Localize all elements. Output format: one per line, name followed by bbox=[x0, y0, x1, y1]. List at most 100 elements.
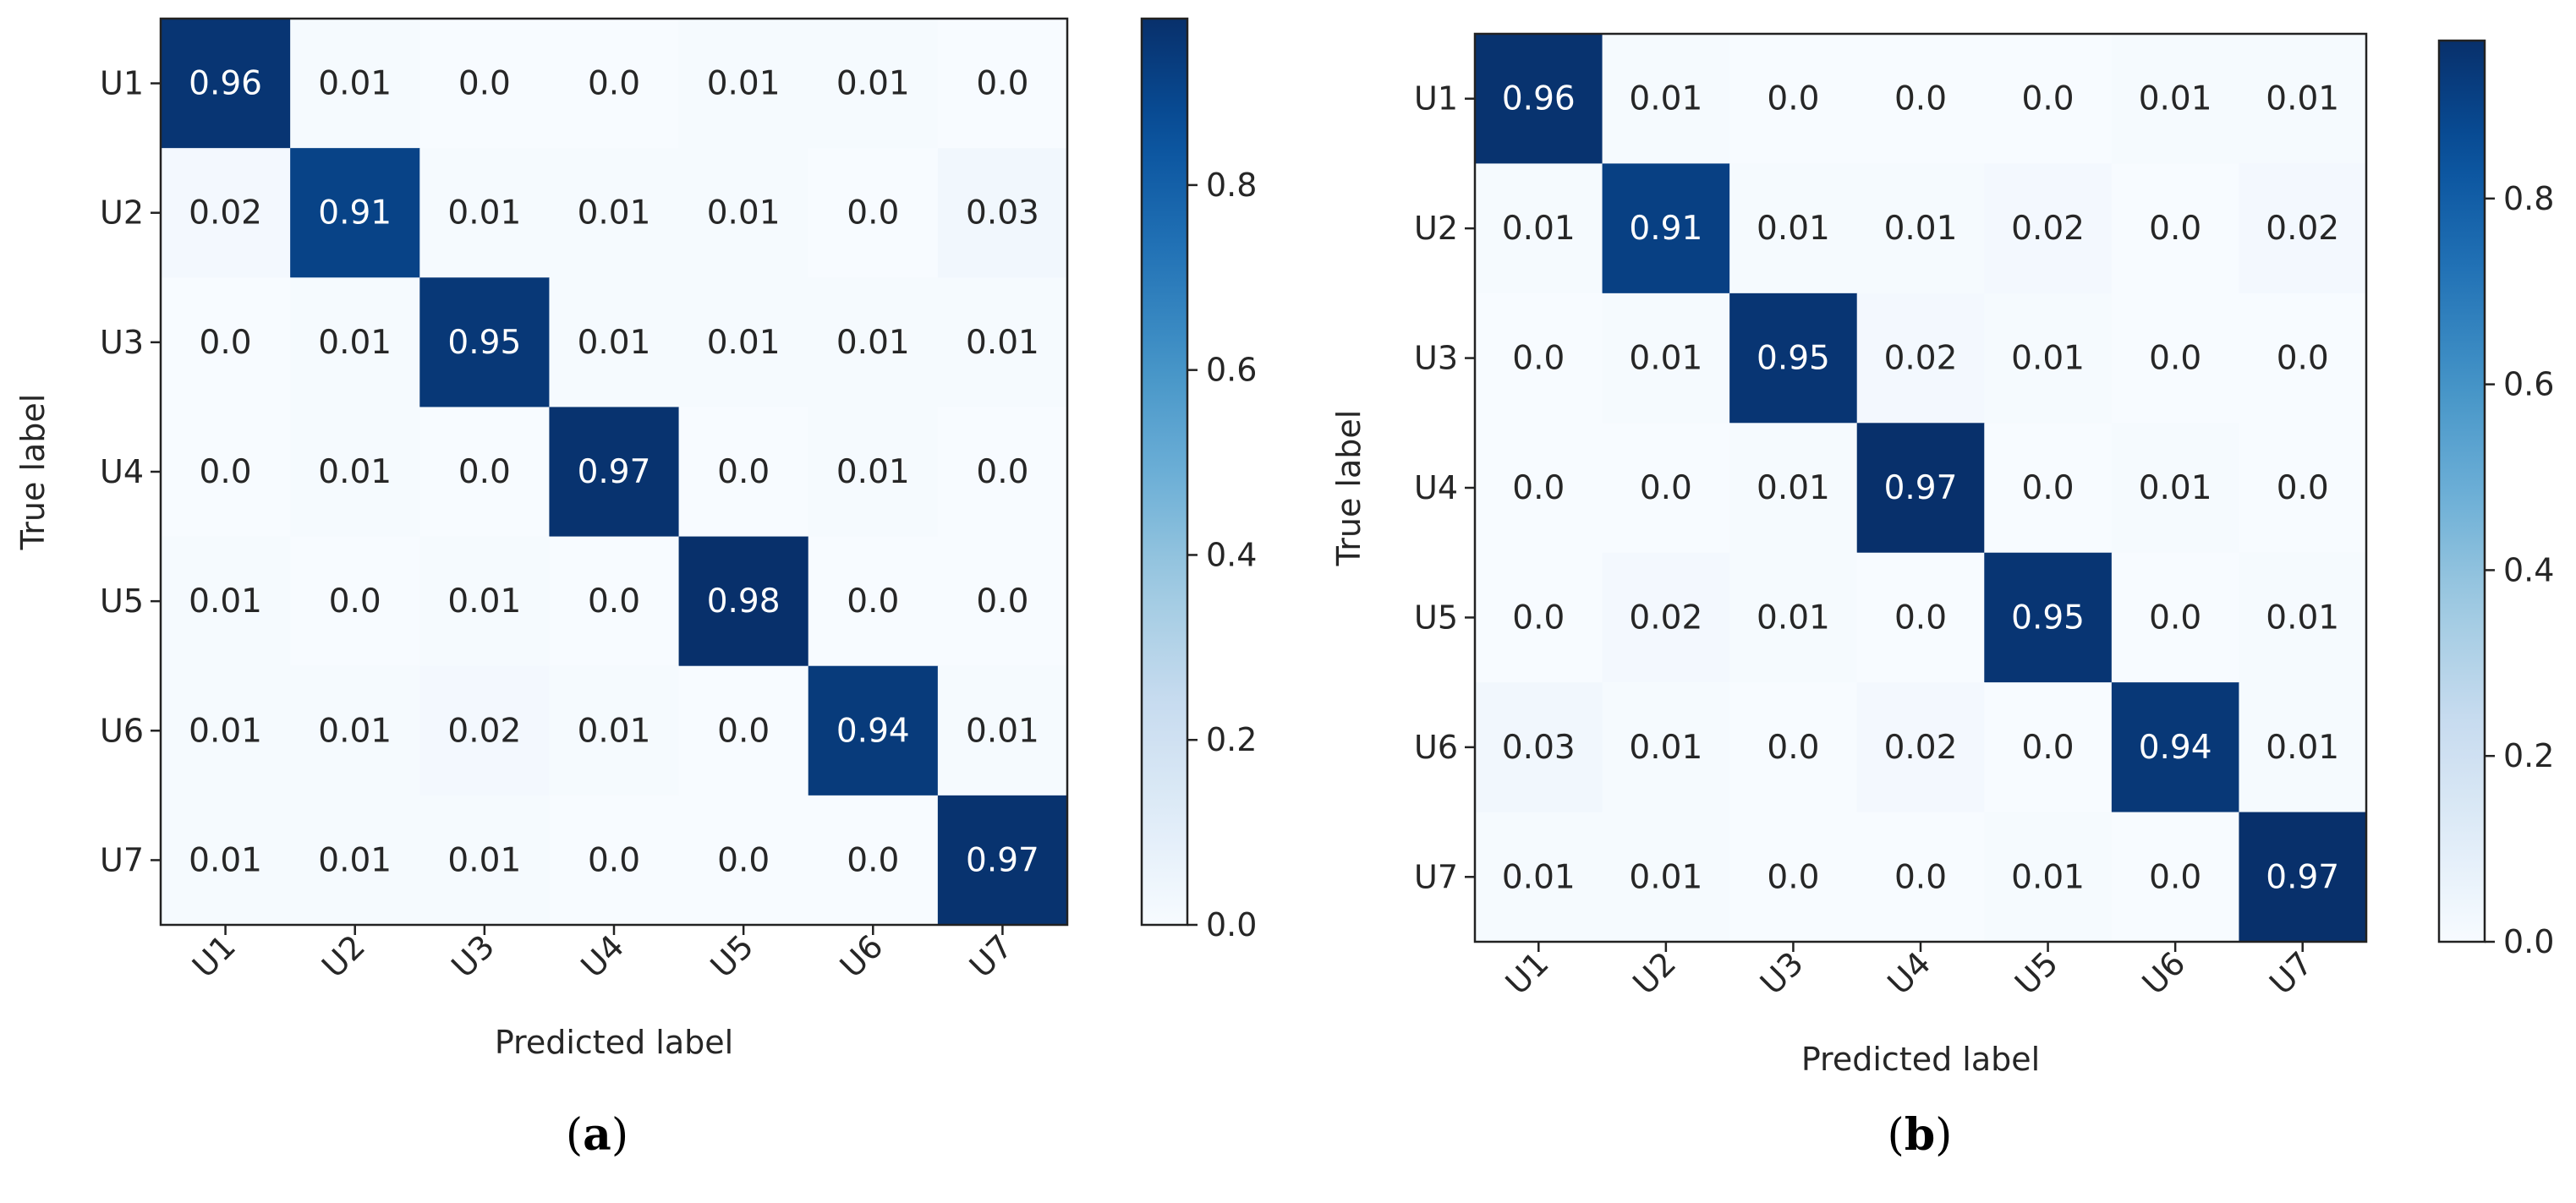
cell-value-label: 0.97 bbox=[2266, 858, 2339, 896]
heatmap-cell bbox=[549, 536, 680, 667]
cell-value-label: 0.0 bbox=[2022, 729, 2075, 767]
cell-value-label: 0.0 bbox=[1512, 599, 1565, 637]
heatmap-cell bbox=[549, 19, 680, 149]
heatmap-cell bbox=[1602, 812, 1730, 943]
cell-value-label: 0.01 bbox=[1629, 340, 1702, 378]
heatmap-cell bbox=[161, 665, 291, 796]
cell-value-label: 0.0 bbox=[458, 453, 511, 491]
colorbar-tick-label: 0.4 bbox=[1206, 536, 1257, 573]
colorbar-tick-label: 0.2 bbox=[1206, 721, 1257, 758]
cell-value-label: 0.01 bbox=[2266, 729, 2339, 767]
cell-value-label: 0.0 bbox=[588, 582, 640, 621]
cell-value-label: 0.0 bbox=[1894, 858, 1947, 896]
heatmap-cell bbox=[2111, 552, 2239, 683]
cell-value-label: 0.02 bbox=[1629, 599, 1702, 637]
heatmap-cell bbox=[808, 148, 939, 278]
heatmap-cell bbox=[161, 148, 291, 278]
heatmap-cell bbox=[678, 148, 809, 278]
cell-value-label: 0.01 bbox=[2139, 80, 2212, 118]
heatmap-cell bbox=[419, 407, 550, 538]
cell-value-label: 0.03 bbox=[1502, 729, 1576, 767]
cell-value-label: 0.0 bbox=[717, 712, 770, 750]
y-tick-label: U2 bbox=[100, 194, 144, 232]
cell-value-label: 0.96 bbox=[1502, 80, 1576, 118]
heatmap-cell bbox=[161, 277, 291, 407]
heatmap-cell bbox=[2239, 34, 2367, 164]
cell-value-label: 0.97 bbox=[966, 841, 1039, 879]
cell-value-label: 0.0 bbox=[1512, 469, 1565, 507]
cell-value-label: 0.01 bbox=[189, 582, 262, 621]
cell-value-label: 0.91 bbox=[318, 194, 392, 232]
heatmap-cell bbox=[290, 795, 420, 926]
y-tick-label: U4 bbox=[100, 453, 144, 490]
heatmap-cell bbox=[808, 665, 939, 796]
confusion-matrix-b: 0.96 0.01 0.0 0.0 0.0 0.01 0.01 0.01 0.91 0.01 0.0… bbox=[1330, 32, 2554, 1161]
heatmap-cell bbox=[1729, 163, 1858, 294]
heatmap-cell bbox=[1856, 682, 1985, 813]
cell-value-label: 0.95 bbox=[447, 324, 521, 362]
cell-value-label: 0.97 bbox=[1884, 469, 1958, 507]
cell-value-label: 0.01 bbox=[318, 841, 392, 879]
cell-value-label: 0.01 bbox=[1757, 210, 1830, 248]
y-tick-label: U7 bbox=[1414, 858, 1458, 895]
cell-value-label: 0.0 bbox=[717, 453, 770, 491]
heatmap-cell bbox=[549, 148, 680, 278]
heatmap-cell bbox=[2239, 552, 2367, 683]
x-axis-label: Predicted label bbox=[495, 1024, 733, 1061]
colorbar bbox=[2437, 39, 2486, 943]
y-tick-label: U1 bbox=[100, 65, 144, 102]
cell-value-label: 0.03 bbox=[966, 194, 1039, 232]
heatmap-cell bbox=[419, 795, 550, 926]
y-axis-label: True label bbox=[1330, 410, 1367, 567]
cell-value-label: 0.01 bbox=[1629, 80, 1702, 118]
heatmap-cell bbox=[2239, 812, 2367, 943]
heatmap-cell bbox=[1984, 34, 2113, 164]
cell-value-label: 0.01 bbox=[707, 65, 781, 103]
cell-value-label: 0.01 bbox=[318, 324, 392, 362]
heatmap-cell bbox=[1856, 423, 1985, 554]
heatmap-cell bbox=[1602, 552, 1730, 683]
cell-value-label: 0.01 bbox=[1629, 858, 1702, 896]
heatmap-cell bbox=[290, 665, 420, 796]
heatmap-cell bbox=[1984, 552, 2113, 683]
cell-value-label: 0.01 bbox=[2139, 469, 2212, 507]
heatmap-cell bbox=[290, 19, 420, 149]
cell-value-label: 0.01 bbox=[189, 841, 262, 879]
cell-value-label: 0.0 bbox=[847, 582, 899, 621]
cell-value-label: 0.01 bbox=[1884, 210, 1958, 248]
cell-value-label: 0.0 bbox=[2022, 80, 2075, 118]
cell-value-label: 0.02 bbox=[1884, 729, 1958, 767]
heatmap-cell bbox=[1602, 423, 1730, 554]
heatmap-cell bbox=[1856, 34, 1985, 164]
cell-value-label: 0.0 bbox=[976, 453, 1028, 491]
heatmap-cell bbox=[937, 148, 1068, 278]
cell-value-label: 0.01 bbox=[447, 194, 521, 232]
cell-value-label: 0.01 bbox=[2011, 858, 2085, 896]
colorbar-tick-label: 0.6 bbox=[1206, 352, 1257, 389]
y-tick-label: U7 bbox=[100, 841, 144, 878]
cell-value-label: 0.01 bbox=[2266, 599, 2339, 637]
heatmap-cell bbox=[1602, 34, 1730, 164]
heatmap-cell bbox=[2111, 34, 2239, 164]
cell-value-label: 0.0 bbox=[588, 841, 640, 879]
colorbar-tick-label: 0.0 bbox=[2503, 923, 2554, 960]
y-axis-label: True label bbox=[14, 394, 52, 551]
heatmap-cell bbox=[419, 148, 550, 278]
heatmap-cell bbox=[549, 277, 680, 407]
heatmap-cell bbox=[161, 407, 291, 538]
x-tick-label: U7 bbox=[2262, 944, 2320, 1002]
cell-value-label: 0.0 bbox=[2149, 599, 2201, 637]
heatmap-cell bbox=[2111, 423, 2239, 554]
heatmap-cell bbox=[808, 795, 939, 926]
cell-value-label: 0.91 bbox=[1629, 210, 1702, 248]
heatmap-cell bbox=[1984, 682, 2113, 813]
cell-value-label: 0.0 bbox=[1894, 80, 1947, 118]
cell-value-label: 0.01 bbox=[1629, 729, 1702, 767]
heatmap-cell bbox=[937, 407, 1068, 538]
cell-value-label: 0.0 bbox=[200, 453, 252, 491]
cell-value-label: 0.98 bbox=[707, 582, 781, 621]
colorbar-tick-label: 0.6 bbox=[2503, 366, 2554, 403]
heatmap-cell bbox=[549, 665, 680, 796]
heatmap-cell bbox=[678, 277, 809, 407]
